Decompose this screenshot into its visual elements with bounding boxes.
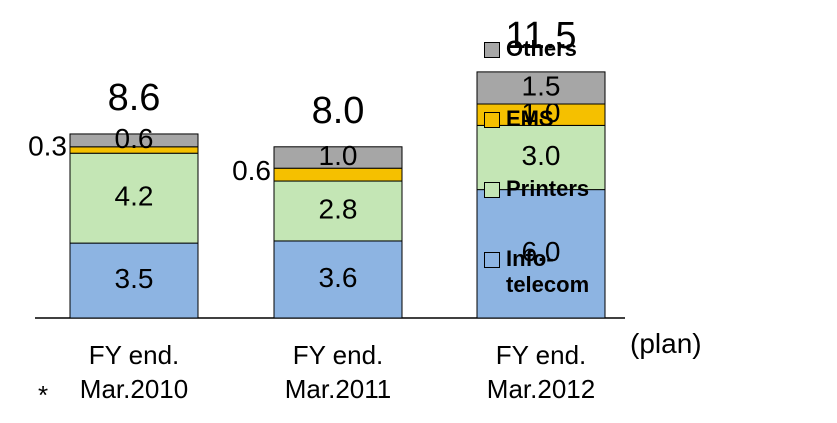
legend-item: Info-telecom (484, 246, 604, 298)
bar-segment (69, 152, 199, 244)
value-label: 2.8 (319, 193, 358, 224)
value-label: 1.5 (522, 70, 561, 101)
value-label: 0.3 (28, 130, 67, 161)
bar-segment (69, 242, 199, 319)
asterisk: * (38, 380, 49, 410)
value-label: 1.0 (319, 140, 358, 171)
plan-note: (plan) (630, 328, 702, 359)
bar-segment (273, 146, 403, 169)
value-label: 3.0 (522, 140, 561, 171)
bar-segment (69, 133, 199, 148)
legend-swatch (484, 182, 500, 198)
legend-item: EMS (484, 106, 634, 132)
x-tick-label: FY end. Mar.2011 (284, 340, 392, 404)
value-label: 3.5 (115, 263, 154, 294)
legend-swatch (484, 42, 500, 58)
legend-swatch (484, 112, 500, 128)
legend-label: EMS (506, 106, 554, 131)
value-label: 6.0 (522, 236, 561, 267)
legend-label: Others (506, 36, 577, 61)
legend-item: Printers (484, 176, 634, 202)
bar-segment (273, 240, 403, 319)
value-label: 3.6 (319, 262, 358, 293)
value-label: 0.6 (115, 123, 154, 154)
bar-segment (476, 71, 606, 105)
total-label: 8.0 (312, 90, 365, 132)
legend-label: Info-telecom (506, 246, 590, 297)
value-label: 4.2 (115, 181, 154, 212)
x-tick-label: FY end. Mar.2010 (79, 340, 189, 404)
x-tick-label: FY end. Mar.2012 (486, 340, 596, 404)
total-label: 11.5 (505, 15, 576, 57)
legend-label: Printers (506, 176, 590, 201)
legend-item: Others (484, 36, 634, 62)
value-label: 0.6 (232, 155, 271, 186)
legend-swatch (484, 252, 500, 268)
bar-segment (273, 180, 403, 242)
total-label: 8.6 (108, 77, 161, 119)
